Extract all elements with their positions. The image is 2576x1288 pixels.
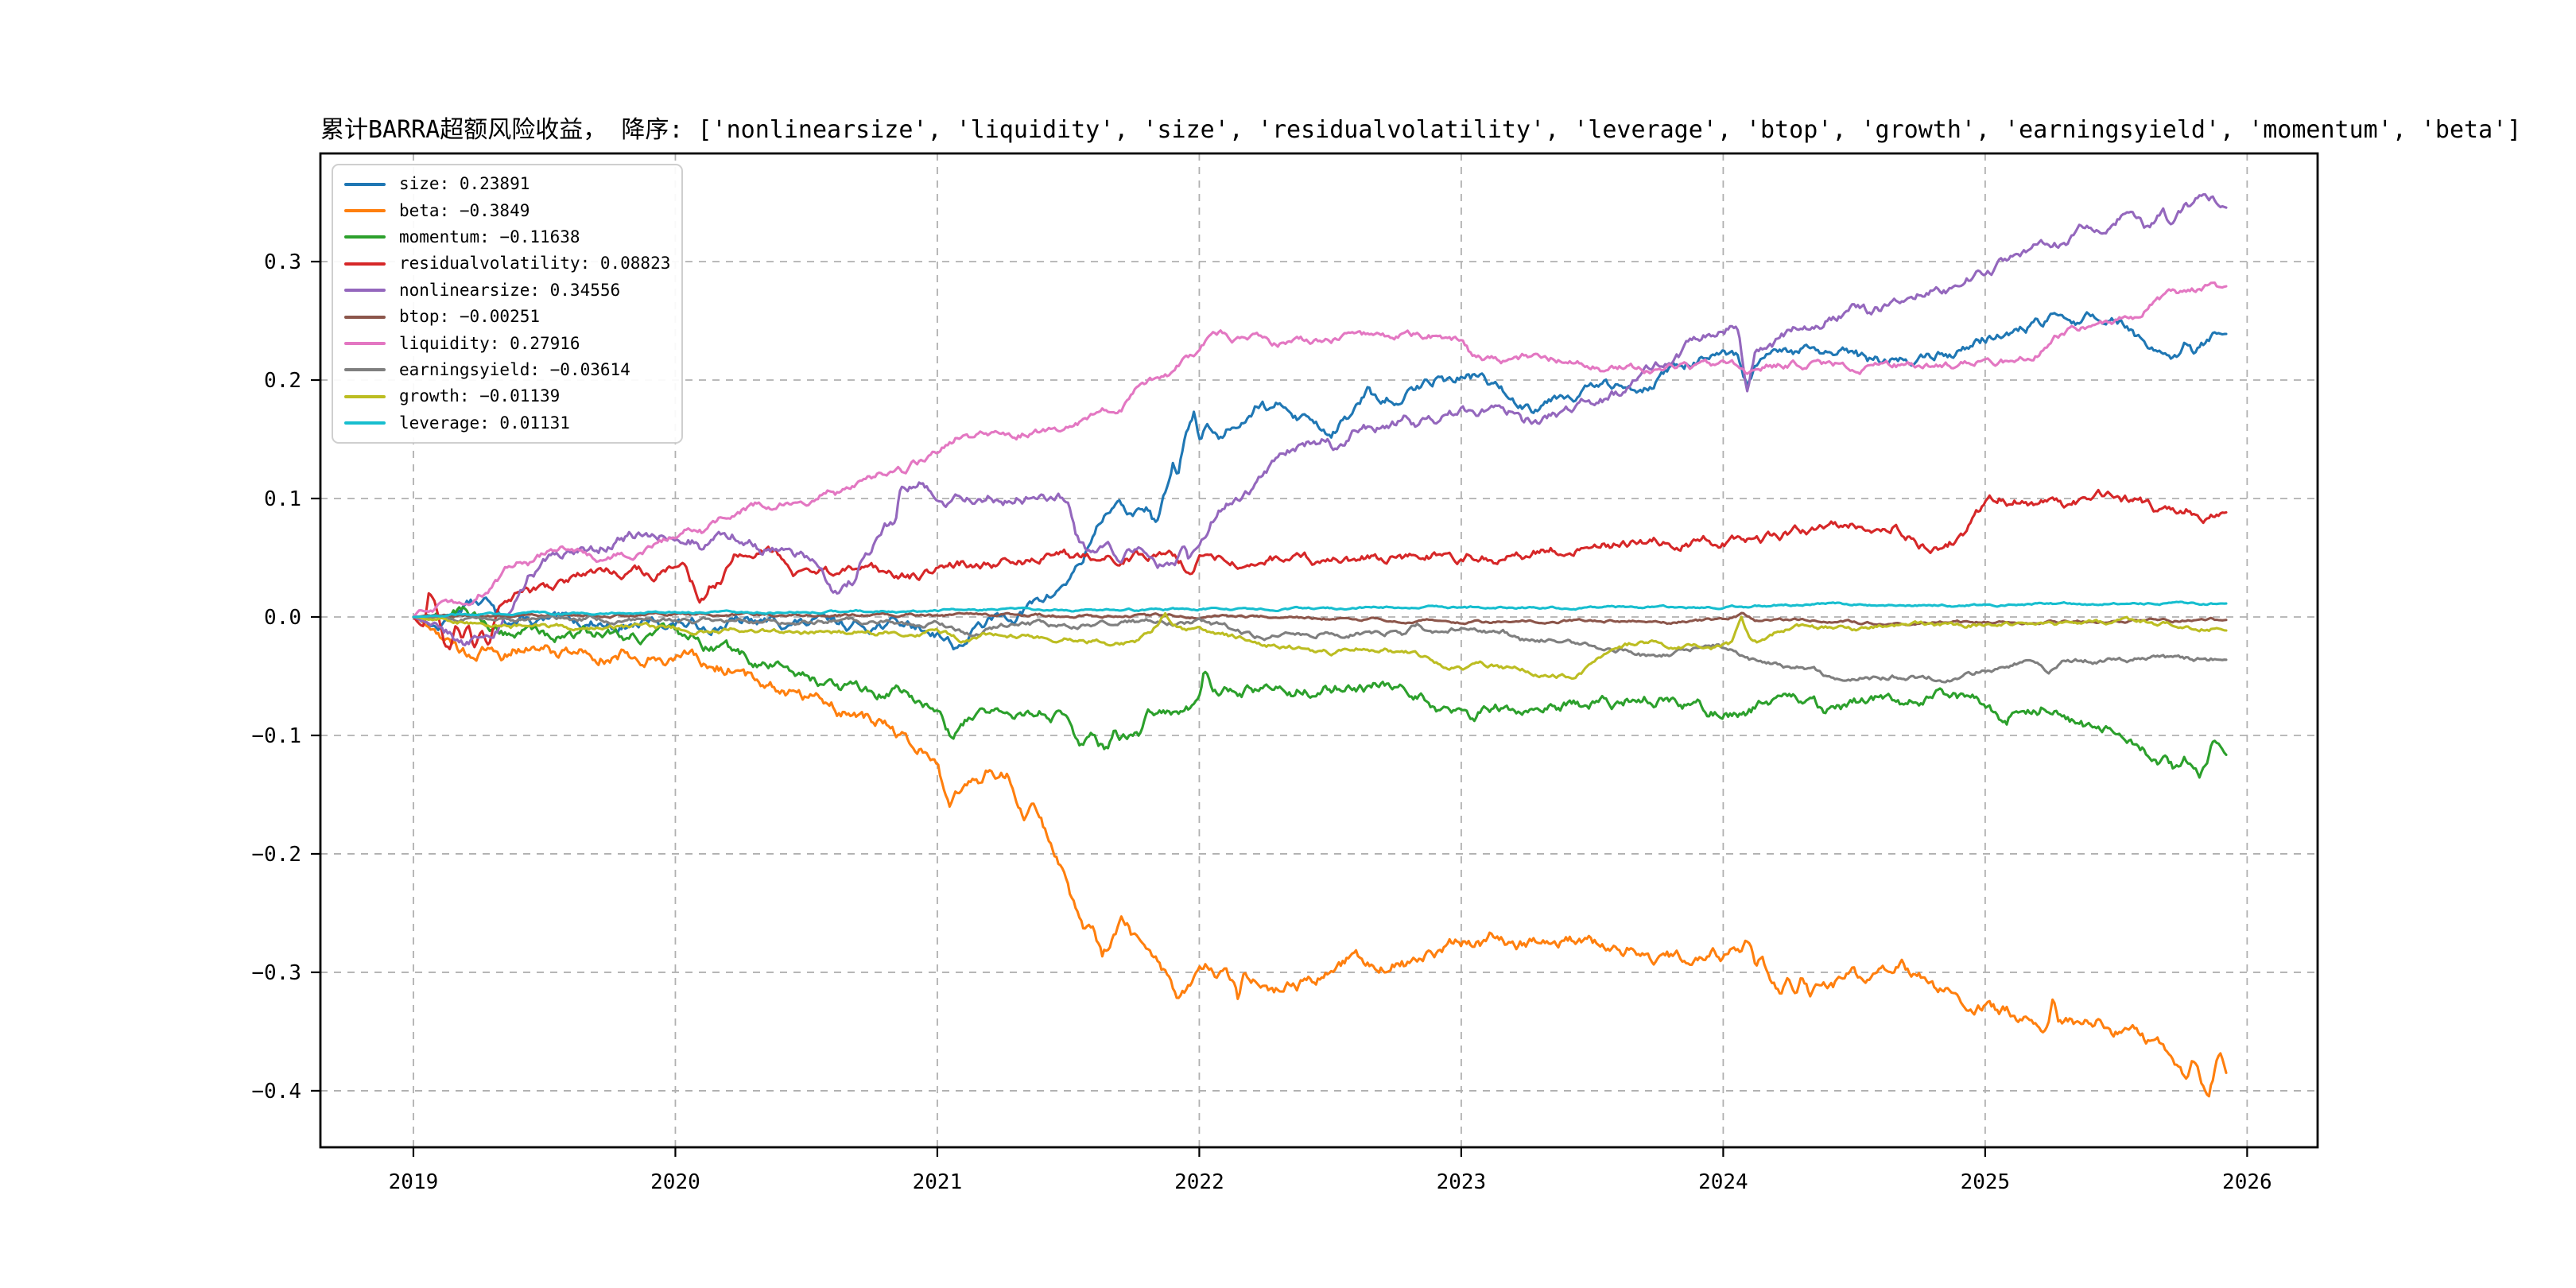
y-tick-label: −0.4: [251, 1080, 301, 1104]
chart-title: 累计BARRA超额风险收益， 降序: ['nonlinearsize', 'li…: [320, 116, 2522, 144]
legend-label: size: 0.23891: [399, 174, 530, 194]
legend-swatch-earningsyield: [344, 368, 386, 372]
series-line-leverage: [412, 600, 2228, 619]
x-tick-label: 2022: [1174, 1170, 1224, 1194]
x-tick-label: 2024: [1698, 1170, 1748, 1194]
legend-swatch-growth: [344, 394, 386, 398]
legend: size: 0.23891 beta: −0.3849 momentum: −0.1…: [332, 164, 684, 444]
series-line-btop: [412, 611, 2228, 627]
series-line-earningsyield: [412, 614, 2228, 684]
legend-label: liquidity: 0.27916: [399, 333, 580, 353]
legend-label: growth: −0.01139: [399, 386, 561, 406]
series-group: [412, 192, 2228, 1098]
legend-label: earningsyield: −0.03614: [399, 359, 630, 379]
legend-swatch-btop: [344, 315, 386, 319]
legend-swatch-nonlinearsize: [344, 289, 386, 293]
legend-label: nonlinearsize: 0.34556: [399, 280, 621, 300]
y-tick-label: 0.1: [264, 487, 301, 511]
legend-item-growth: growth: −0.01139: [344, 383, 670, 409]
x-tick-label: 2023: [1437, 1170, 1487, 1194]
legend-label: btop: −0.00251: [399, 307, 541, 327]
y-tick-label: 0.2: [264, 369, 301, 393]
y-tick-label: 0.3: [264, 250, 301, 274]
legend-swatch-liquidity: [344, 342, 386, 346]
series-line-momentum: [412, 606, 2228, 779]
legend-item-btop: btop: −0.00251: [344, 304, 670, 330]
legend-swatch-momentum: [344, 235, 386, 239]
legend-item-size: size: 0.23891: [344, 171, 670, 197]
legend-label: momentum: −0.11638: [399, 227, 580, 246]
series-line-liquidity: [412, 281, 2228, 619]
legend-swatch-leverage: [344, 421, 386, 425]
series-line-residualvolatility: [412, 488, 2228, 650]
legend-item-momentum: momentum: −0.11638: [344, 224, 670, 250]
legend-item-beta: beta: −0.3849: [344, 197, 670, 223]
legend-item-leverage: leverage: 0.01131: [344, 410, 670, 436]
legend-swatch-beta: [344, 209, 386, 213]
y-tick-label: 0.0: [264, 606, 301, 630]
y-tick-label: −0.1: [251, 724, 301, 748]
legend-label: residualvolatility: 0.08823: [399, 254, 671, 274]
series-line-size: [412, 311, 2228, 651]
x-tick-label: 2020: [650, 1170, 700, 1194]
x-tick-label: 2026: [2222, 1170, 2272, 1194]
legend-label: leverage: 0.01131: [399, 413, 570, 433]
series-line-growth: [412, 611, 2228, 680]
y-tick-label: −0.3: [251, 961, 301, 985]
legend-item-nonlinearsize: nonlinearsize: 0.34556: [344, 277, 670, 304]
series-line-nonlinearsize: [412, 192, 2228, 646]
x-tick-label: 2019: [389, 1170, 439, 1194]
legend-swatch-size: [344, 182, 386, 186]
legend-item-earningsyield: earningsyield: −0.03614: [344, 357, 670, 383]
legend-item-liquidity: liquidity: 0.27916: [344, 330, 670, 356]
series-line-beta: [412, 615, 2228, 1098]
y-tick-label: −0.2: [251, 843, 301, 867]
x-tick-label: 2025: [1961, 1170, 2011, 1194]
legend-swatch-residualvolatility: [344, 262, 386, 266]
x-tick-label: 2021: [913, 1170, 963, 1194]
legend-label: beta: −0.3849: [399, 200, 530, 220]
legend-item-residualvolatility: residualvolatility: 0.08823: [344, 250, 670, 277]
plot-border: [319, 152, 2319, 1149]
